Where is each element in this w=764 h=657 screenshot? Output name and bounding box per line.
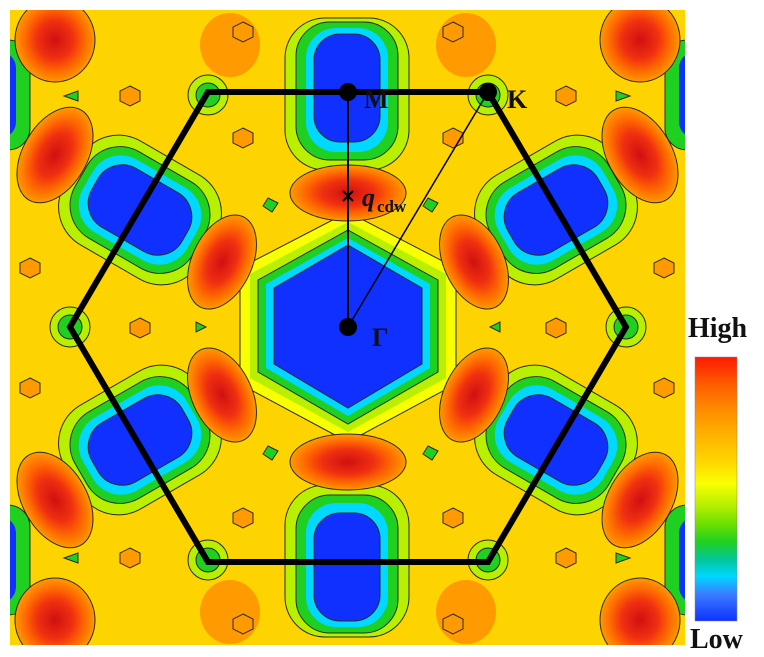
colorbar-low-label: Low — [690, 624, 744, 655]
orange-pockets — [19, 21, 675, 635]
qcdw-label: q cdw — [362, 183, 407, 216]
colorbar-gradient — [694, 356, 738, 622]
contour-map — [10, 10, 685, 645]
gamma-label: Γ — [372, 323, 389, 352]
m-point-marker — [339, 83, 357, 101]
colorbar-high-label: High — [688, 313, 748, 344]
m-label: M — [364, 85, 389, 114]
colorbar: High Low — [688, 313, 748, 655]
qcdw-q: q — [362, 183, 375, 212]
qcdw-subscript: cdw — [377, 197, 407, 216]
qcdw-marker — [342, 190, 354, 202]
k-label: K — [507, 85, 528, 114]
gamma-point-marker — [339, 318, 357, 336]
gamma-k-path — [347, 91, 489, 328]
k-point-marker — [479, 83, 497, 101]
